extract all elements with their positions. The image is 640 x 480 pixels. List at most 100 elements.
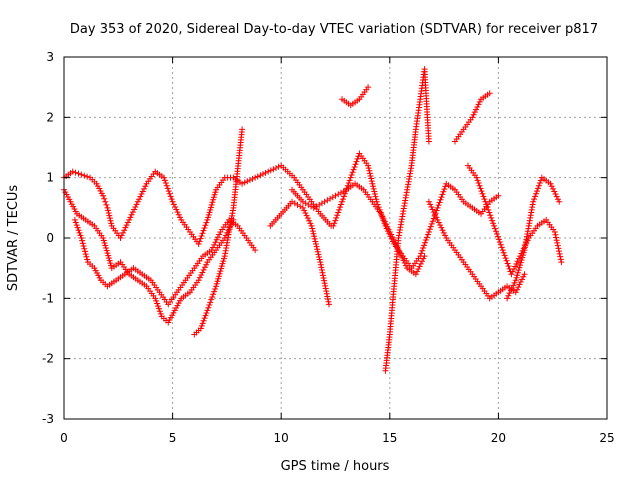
interp-marker: [427, 223, 434, 230]
interp-marker: [510, 282, 517, 289]
interp-marker: [275, 163, 282, 170]
interp-marker: [322, 285, 329, 292]
interp-marker: [534, 185, 541, 192]
data-point: [104, 204, 111, 211]
interp-marker: [196, 274, 203, 281]
grid: [64, 57, 607, 419]
data-point: [469, 114, 476, 121]
interp-marker: [314, 248, 321, 255]
series-track-1: [61, 162, 335, 248]
data-point: [482, 198, 489, 205]
interp-marker: [127, 214, 134, 221]
series-track-7: [330, 150, 502, 272]
interp-marker: [101, 240, 108, 247]
interp-marker: [106, 257, 113, 264]
data-point: [558, 259, 565, 266]
interp-marker: [84, 173, 91, 180]
interp-marker: [82, 251, 89, 258]
interp-marker: [428, 220, 435, 227]
data-point: [425, 138, 432, 145]
interp-marker: [368, 178, 375, 185]
interp-marker: [366, 167, 373, 174]
interp-marker: [489, 217, 496, 224]
interp-marker: [206, 209, 213, 216]
interp-marker: [254, 173, 261, 180]
interp-marker: [177, 214, 184, 221]
interp-marker: [551, 188, 558, 195]
data-point: [512, 289, 519, 296]
data-point: [299, 204, 306, 211]
data-point: [252, 174, 259, 181]
interp-marker: [532, 193, 539, 200]
interp-marker: [515, 255, 522, 262]
interp-marker: [200, 227, 207, 234]
data-point: [495, 192, 502, 199]
data-point: [239, 180, 246, 187]
data-point: [152, 295, 159, 302]
data-point: [195, 241, 202, 248]
interp-marker: [513, 260, 520, 267]
interp-marker: [555, 245, 562, 252]
interp-marker: [221, 255, 228, 262]
interp-marker: [327, 195, 334, 202]
interp-marker: [374, 201, 381, 208]
interp-marker: [556, 248, 563, 255]
interp-marker: [163, 182, 170, 189]
interp-marker: [514, 272, 521, 279]
interp-marker: [314, 246, 321, 253]
interp-marker: [334, 212, 341, 219]
interp-marker: [369, 180, 376, 187]
interp-marker: [81, 172, 88, 179]
interp-marker: [302, 210, 309, 217]
interp-marker: [498, 244, 505, 251]
interp-marker: [505, 263, 512, 270]
interp-marker: [211, 241, 218, 248]
interp-marker: [503, 257, 510, 264]
interp-marker: [339, 196, 346, 203]
interp-marker: [437, 222, 444, 229]
interp-marker: [371, 191, 378, 198]
data-point: [486, 90, 493, 97]
y-tick-label: 2: [46, 110, 54, 124]
data-point: [71, 216, 78, 223]
interp-marker: [531, 196, 538, 203]
interp-marker: [429, 206, 436, 213]
interp-marker: [241, 179, 248, 186]
data-point: [197, 325, 204, 332]
interp-marker: [371, 188, 378, 195]
interp-marker: [553, 237, 560, 244]
interp-marker: [201, 315, 208, 322]
interp-marker: [442, 232, 449, 239]
interp-marker: [218, 263, 225, 270]
points: [61, 66, 565, 374]
interp-marker: [319, 269, 326, 276]
interp-marker: [442, 183, 449, 190]
interp-marker: [119, 229, 126, 236]
interp-marker: [199, 230, 206, 237]
interp-marker: [301, 207, 308, 214]
interp-marker: [207, 206, 214, 213]
interp-marker: [262, 169, 269, 176]
data-point: [208, 247, 215, 254]
x-tick-label: 5: [169, 431, 177, 445]
interp-marker: [554, 196, 561, 203]
interp-marker: [342, 188, 349, 195]
data-point: [317, 259, 324, 266]
data-point: [100, 235, 107, 241]
data-point: [504, 295, 511, 302]
interp-marker: [103, 247, 110, 254]
interp-marker: [294, 201, 301, 208]
x-tick-label: 25: [599, 431, 614, 445]
interp-marker: [217, 268, 224, 275]
interp-marker: [338, 201, 345, 208]
interp-marker: [322, 282, 329, 289]
interp-marker: [367, 172, 374, 179]
interp-marker: [303, 212, 310, 219]
interp-marker: [501, 252, 508, 259]
y-tick-label: -3: [42, 412, 54, 426]
interp-marker: [214, 278, 221, 285]
interp-marker: [376, 206, 383, 213]
data-point: [499, 247, 506, 254]
interp-marker: [153, 297, 160, 304]
data-point: [395, 247, 402, 254]
